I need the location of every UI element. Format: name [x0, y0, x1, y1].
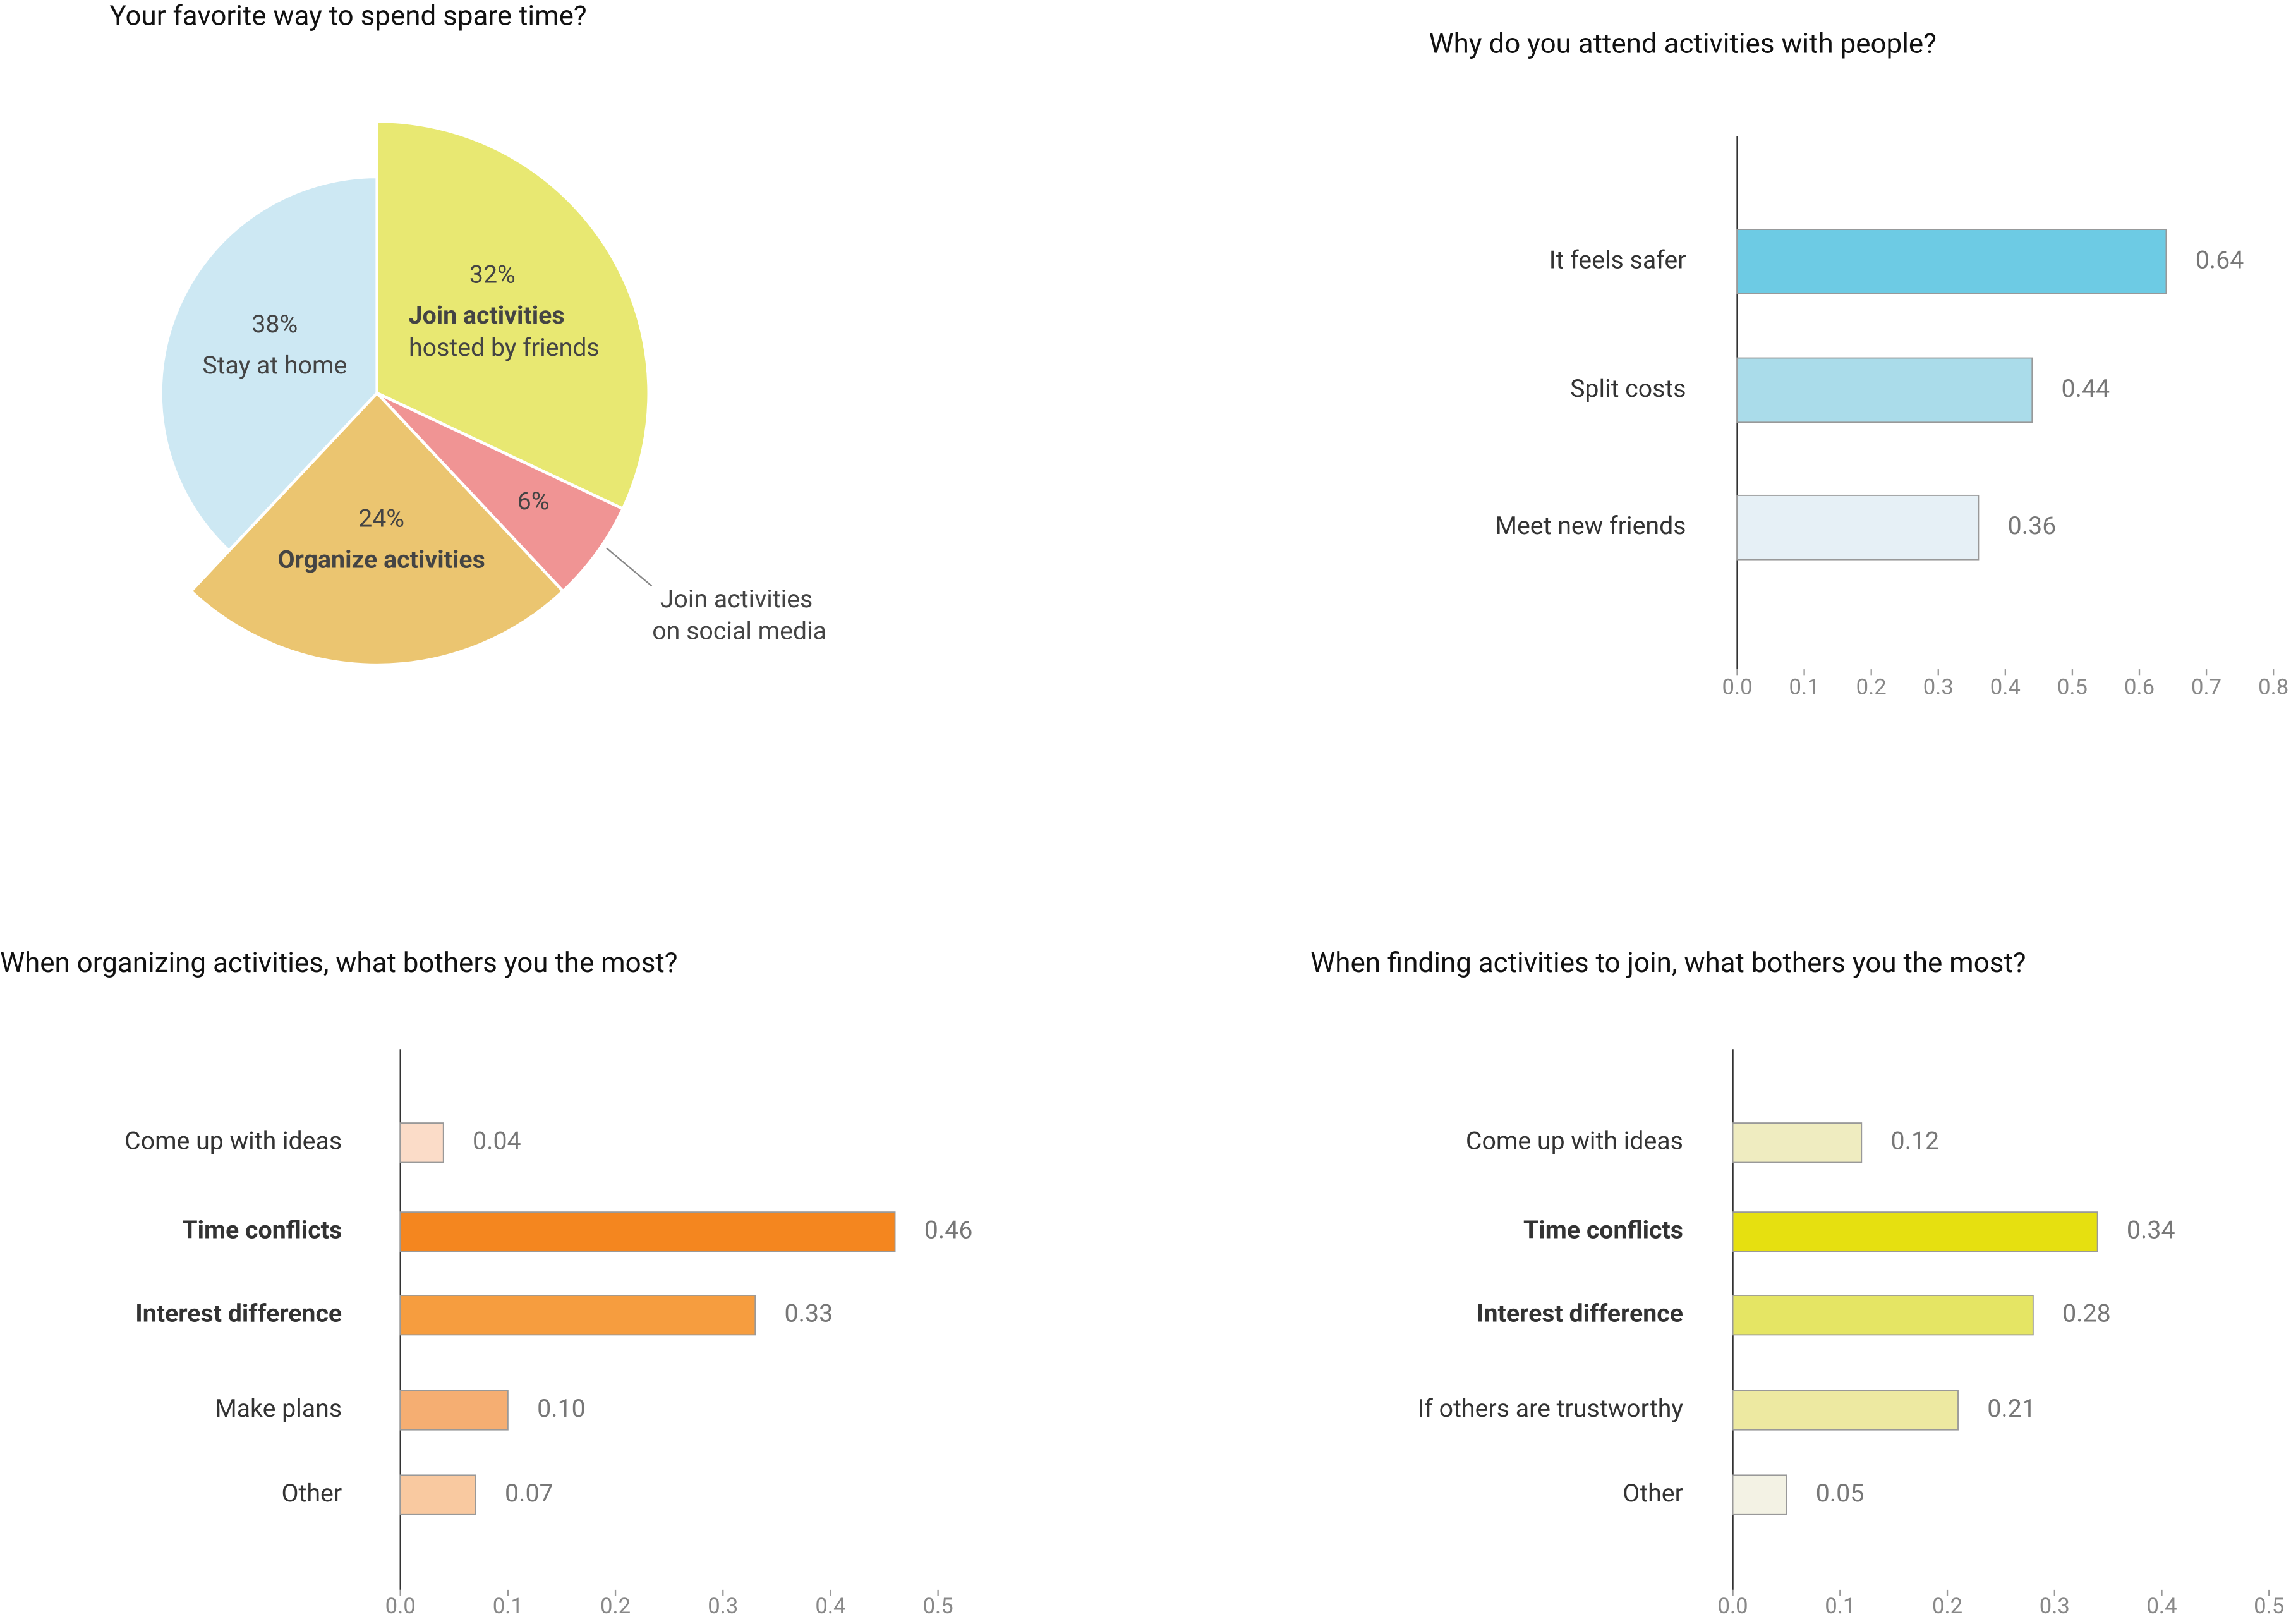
pie-slice [375, 119, 651, 511]
category-label: Interest difference [135, 1299, 342, 1328]
value-label: 0.12 [1891, 1127, 1940, 1156]
x-tick-label: 0.3 [1923, 674, 1954, 700]
bar [1736, 494, 1980, 561]
slice-value-label: 32% [469, 260, 516, 289]
slice-label: Join activities [409, 301, 565, 330]
pie-slice [188, 391, 565, 667]
category-label: Other [1623, 1479, 1683, 1508]
x-tick-label: 0.4 [815, 1594, 845, 1619]
x-tick-label: 0.0 [1718, 1594, 1748, 1619]
slice-label: hosted by friends [409, 333, 600, 362]
value-label: 0.34 [2127, 1216, 2175, 1245]
x-tick-label: 0.2 [1856, 674, 1887, 700]
value-label: 0.44 [2062, 374, 2110, 403]
x-tick-label: 0.1 [493, 1594, 523, 1619]
chart-title: Why do you attend activities with people… [1429, 27, 1937, 59]
value-label: 0.21 [1987, 1394, 2036, 1423]
x-tick-label: 0.5 [2254, 1594, 2284, 1619]
x-tick-label: 0.1 [1789, 674, 1820, 700]
category-label: Meet new friends [1496, 511, 1686, 540]
bar [1736, 357, 2033, 423]
x-tick-label: 0.5 [923, 1594, 953, 1619]
x-tick-label: 0.1 [1825, 1594, 1855, 1619]
value-label: 0.33 [785, 1299, 833, 1328]
slice-value-label: 6% [517, 487, 550, 516]
x-tick-label: 0.0 [1722, 674, 1752, 700]
bar [399, 1474, 476, 1515]
x-tick-label: 0.2 [1932, 1594, 1962, 1619]
x-tick-label: 0.6 [2124, 674, 2155, 700]
chart-title: When finding activities to join, what bo… [1310, 946, 2026, 979]
x-tick-label: 0.4 [1990, 674, 2021, 700]
bar [1732, 1122, 1863, 1163]
bar [399, 1295, 756, 1336]
value-label: 0.05 [1816, 1479, 1865, 1508]
value-label: 0.10 [537, 1394, 586, 1423]
leader-line [605, 547, 653, 587]
value-label: 0.46 [924, 1216, 973, 1245]
value-label: 0.07 [505, 1479, 553, 1508]
x-tick-label: 0.5 [2057, 674, 2088, 700]
slice-label: Organize activities [277, 545, 485, 574]
chart-title: Your favorite way to spend spare time? [110, 0, 587, 32]
category-label: Time conflicts [1523, 1216, 1683, 1245]
category-label: Come up with ideas [1466, 1127, 1683, 1156]
category-label: It feels safer [1549, 245, 1686, 274]
x-tick-label: 0.4 [2146, 1594, 2177, 1619]
value-label: 0.36 [2008, 511, 2057, 540]
slice-label: Stay at home [202, 351, 347, 380]
pie-slice [159, 175, 378, 553]
pie-slice [375, 391, 625, 593]
x-tick-label: 0.2 [600, 1594, 631, 1619]
x-tick-label: 0.8 [2258, 674, 2288, 700]
bar [1732, 1390, 1959, 1431]
bar [1732, 1474, 1787, 1515]
value-label: 0.28 [2062, 1299, 2111, 1328]
value-label: 0.64 [2196, 245, 2244, 274]
bar [1732, 1295, 2034, 1336]
bar [399, 1390, 509, 1431]
bar [399, 1122, 444, 1163]
bar [399, 1211, 896, 1252]
bar [1736, 229, 2167, 294]
x-tick-label: 0.7 [2191, 674, 2221, 700]
category-label: Split costs [1570, 374, 1686, 403]
x-tick-label: 0.3 [708, 1594, 738, 1619]
x-tick-label: 0.0 [385, 1594, 416, 1619]
slice-value-label: 24% [358, 504, 404, 533]
bar [1732, 1211, 2098, 1252]
category-label: Time conflicts [182, 1216, 342, 1245]
x-tick-label: 0.3 [2040, 1594, 2070, 1619]
slice-label: on social media [652, 617, 826, 646]
category-label: Make plans [215, 1394, 342, 1423]
slice-value-label: 38% [251, 310, 298, 339]
category-label: If others are trustworthy [1418, 1394, 1684, 1423]
category-label: Interest difference [1477, 1299, 1683, 1328]
category-label: Come up with ideas [124, 1127, 342, 1156]
slice-label: Join activities [660, 585, 813, 614]
category-label: Other [281, 1479, 342, 1508]
value-label: 0.04 [473, 1127, 521, 1156]
chart-title: When organizing activities, what bothers… [0, 946, 677, 979]
